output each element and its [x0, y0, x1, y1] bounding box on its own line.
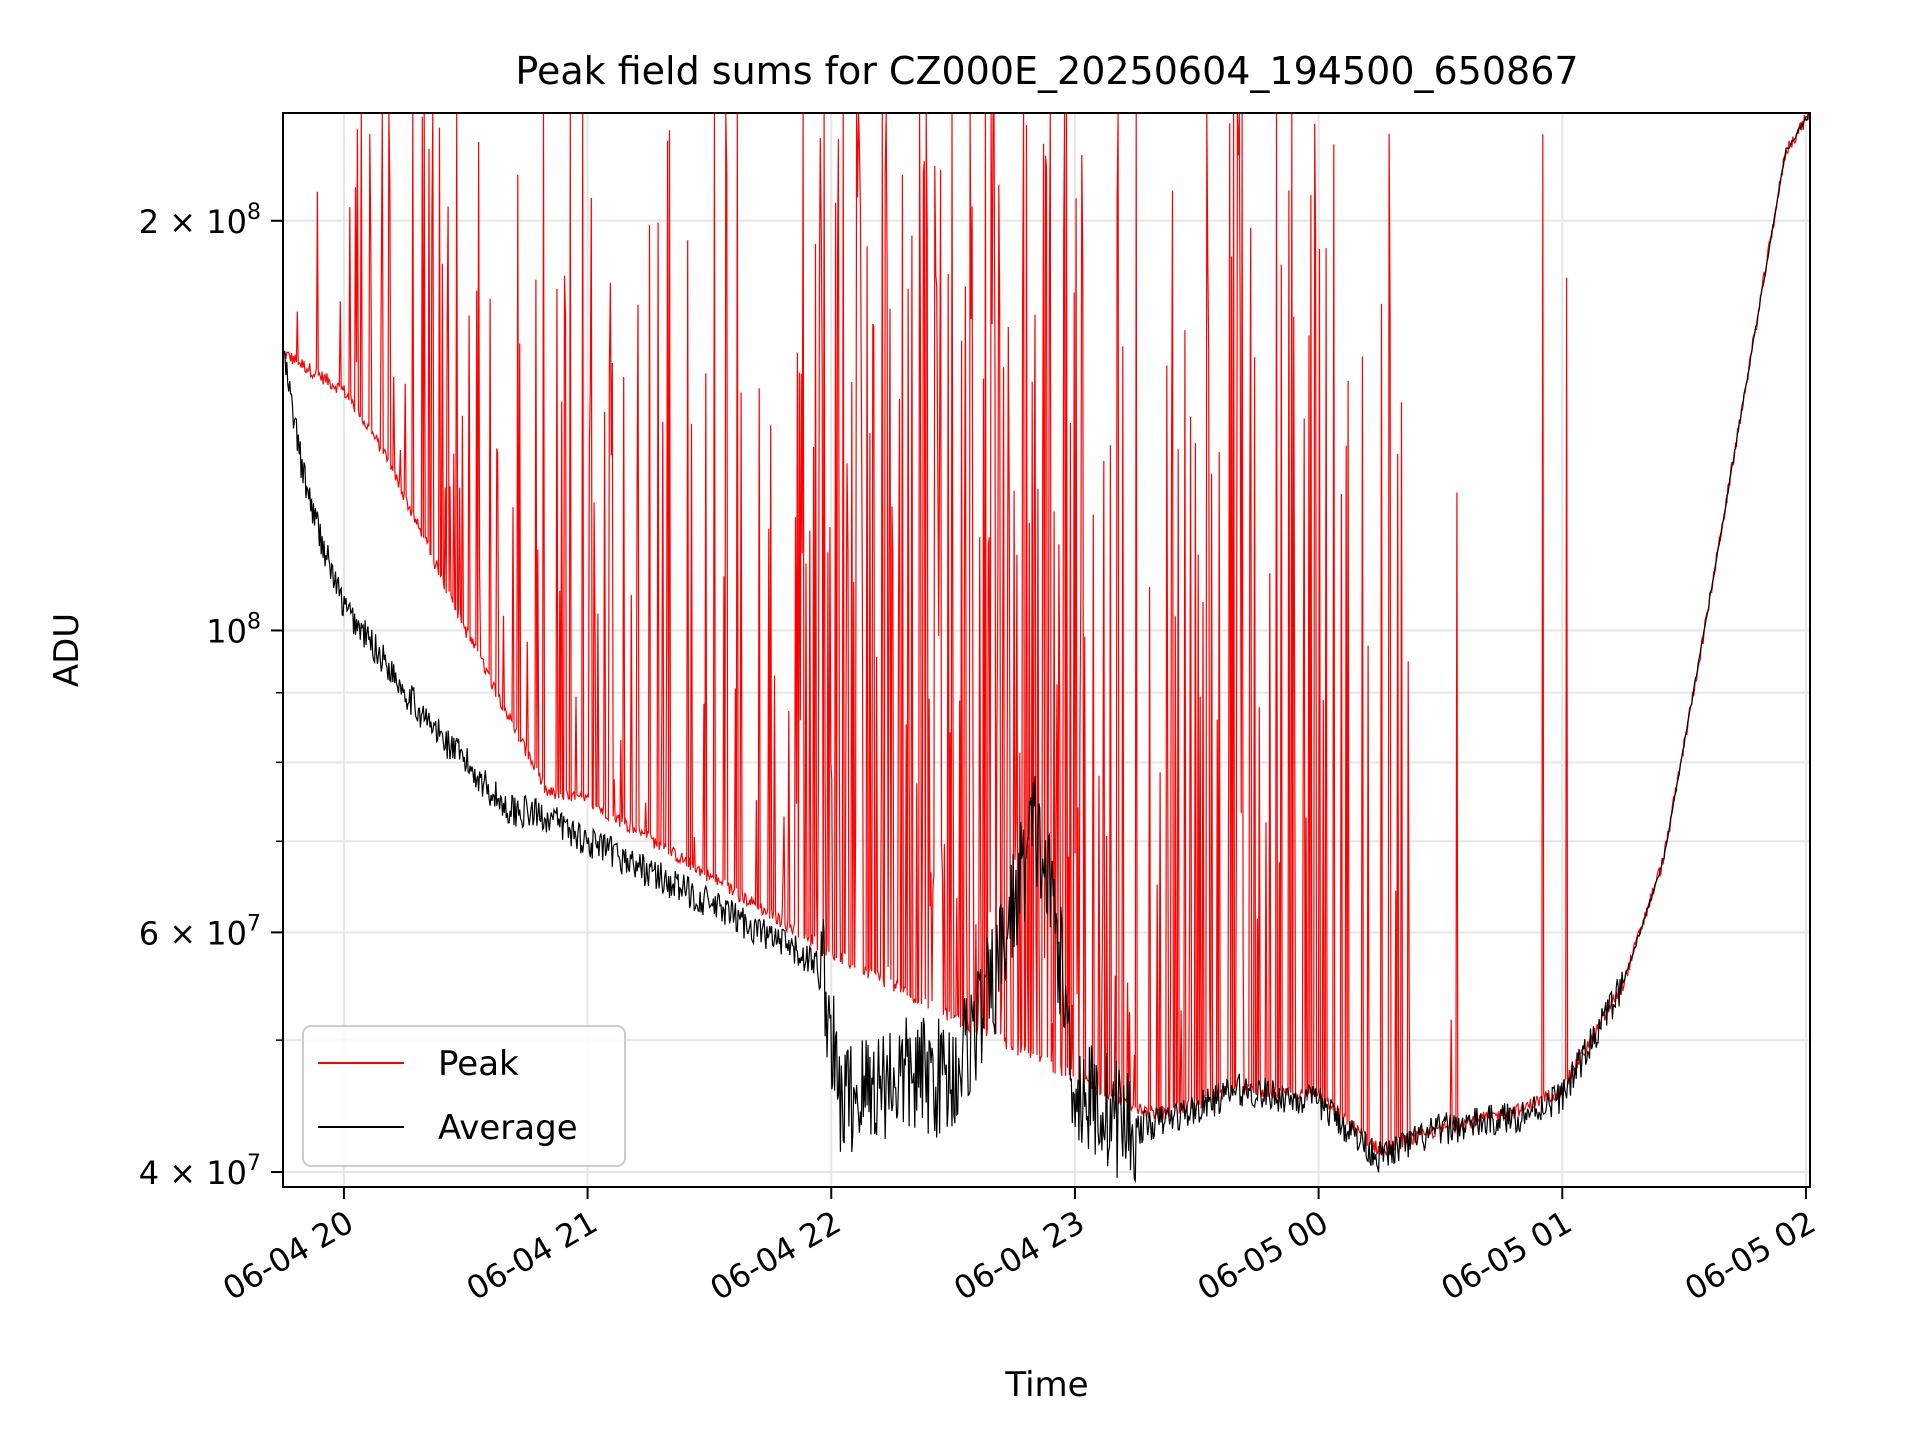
- x-axis: 06-04 20 06-04 21 06-04 22 06-04 23 06-05 00…: [216, 1187, 1822, 1308]
- y-axis: 4 × 107 6 × 107 108 2 × 108: [139, 200, 283, 1192]
- x-tick-label: 06-05 00: [1191, 1203, 1335, 1308]
- x-tick-label: 06-04 22: [704, 1203, 848, 1308]
- y-tick-label: 6 × 107: [139, 911, 261, 952]
- y-axis-label: ADU: [47, 613, 87, 687]
- x-tick-label: 06-05 02: [1678, 1203, 1822, 1308]
- legend-peak-label: Peak: [438, 1044, 519, 1084]
- legend-average-label: Average: [438, 1108, 578, 1148]
- x-tick-label: 06-04 23: [947, 1203, 1091, 1308]
- x-tick-label: 06-04 21: [460, 1203, 604, 1308]
- legend: Peak Average: [302, 1025, 626, 1167]
- plot-area: [282, 112, 1811, 1183]
- x-tick-label: 06-05 01: [1435, 1203, 1579, 1308]
- y-tick-label: 108: [206, 609, 261, 650]
- x-tick-label: 06-04 20: [216, 1203, 360, 1308]
- plot-frame: [282, 112, 1811, 1188]
- legend-box: [302, 1025, 626, 1167]
- y-tick-label: 4 × 107: [139, 1151, 261, 1192]
- y-tick-label: 2 × 108: [139, 200, 261, 241]
- x-axis-label: Time: [1004, 1365, 1088, 1405]
- peak-series-line: [282, 112, 1811, 1157]
- average-series-line: [282, 112, 1811, 1183]
- chart-title: Peak field sums for CZ000E_20250604_1945…: [515, 49, 1578, 93]
